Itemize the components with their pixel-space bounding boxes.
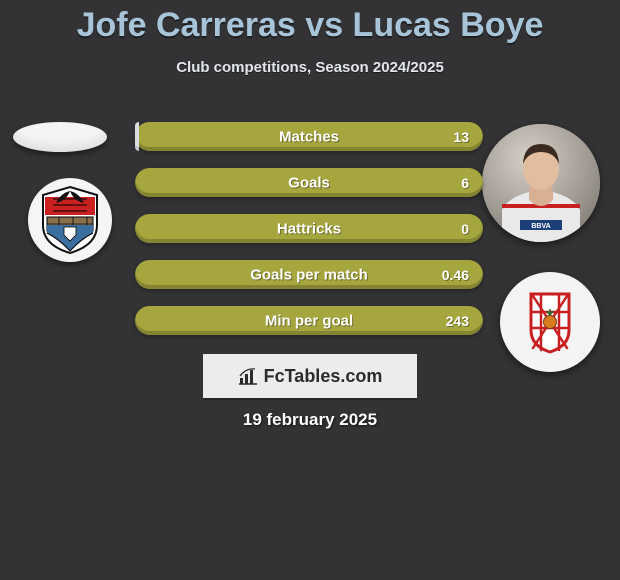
bar-hattricks: Hattricks 0 (135, 214, 483, 243)
date-text: 19 february 2025 (0, 410, 620, 430)
brand-text: FcTables.com (264, 366, 383, 387)
bar-matches-label: Matches (279, 128, 339, 145)
subtitle: Club competitions, Season 2024/2025 (0, 59, 620, 76)
bar-hattricks-label: Hattricks (277, 220, 341, 237)
bar-mpg-label: Min per goal (265, 312, 353, 329)
brand-box[interactable]: FcTables.com (203, 354, 417, 398)
player2-portrait-icon: BBVA (482, 124, 600, 242)
mirandes-crest-icon (39, 185, 101, 255)
bar-mpg: Min per goal 243 (135, 306, 483, 335)
bar-gpm-label: Goals per match (250, 266, 368, 283)
player2-avatar: BBVA (482, 124, 600, 242)
player1-avatar (13, 122, 107, 152)
bar-gpm: Goals per match 0.46 (135, 260, 483, 289)
granada-crest-icon (527, 290, 573, 354)
comparison-bars: Matches 13 Goals 6 Hattricks 0 Goals per… (135, 122, 483, 352)
page-title: Jofe Carreras vs Lucas Boye (0, 0, 620, 45)
bar-mpg-value: 243 (446, 313, 469, 329)
bar-matches-left-fill (135, 122, 139, 151)
bar-hattricks-value: 0 (461, 221, 469, 237)
bar-matches-value: 13 (453, 129, 469, 145)
bar-matches: Matches 13 (135, 122, 483, 151)
svg-text:BBVA: BBVA (531, 223, 550, 230)
bar-goals-value: 6 (461, 175, 469, 191)
bar-goals-label: Goals (288, 174, 330, 191)
bar-gpm-value: 0.46 (442, 267, 469, 283)
bar-goals: Goals 6 (135, 168, 483, 197)
player2-club-badge (500, 272, 600, 372)
player1-club-badge (28, 178, 112, 262)
bar-chart-icon (238, 366, 258, 386)
